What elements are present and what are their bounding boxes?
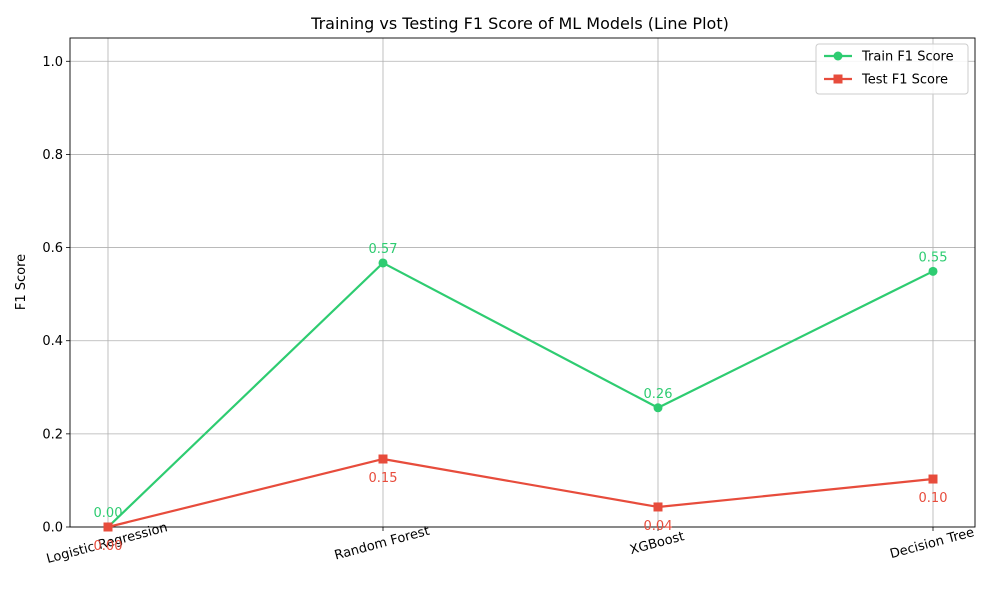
- x-tick-label: Decision Tree: [888, 525, 976, 562]
- legend-label: Train F1 Score: [861, 50, 954, 65]
- train-point: [928, 266, 938, 276]
- data-labels: 0.00 0.57 0.26 0.55 0.00 0.15 0.04 0.10: [94, 242, 948, 554]
- y-tick-label: 1.0: [42, 55, 63, 70]
- test-point: [103, 522, 113, 532]
- test-data-label: 0.10: [919, 491, 948, 506]
- y-axis-label: F1 Score: [14, 254, 29, 310]
- test-point: [653, 502, 663, 512]
- legend-box: [815, 43, 969, 95]
- x-tick-label: Random Forest: [333, 524, 431, 564]
- train-data-label: 0.55: [919, 250, 948, 265]
- series-line-test: [107, 457, 934, 529]
- y-tick-label: 0.0: [42, 521, 63, 536]
- train-data-label: 0.57: [369, 242, 398, 257]
- series-group: [103, 258, 938, 532]
- train-point: [653, 403, 663, 413]
- train-data-label: 0.26: [644, 387, 673, 402]
- test-data-label: 0.15: [369, 471, 398, 486]
- plot-frame: [69, 37, 976, 528]
- y-tick-label: 0.8: [42, 148, 63, 163]
- axes: Logistic Regression Random Forest XGBoost D…: [42, 37, 976, 567]
- legend-label: Test F1 Score: [861, 73, 948, 88]
- legend-marker: [833, 51, 843, 61]
- y-tick-label: 0.6: [42, 241, 63, 256]
- series-line-train: [107, 261, 934, 528]
- test-point: [928, 474, 938, 484]
- y-tick-label: 0.4: [42, 334, 63, 349]
- train-data-label: 0.00: [94, 506, 123, 521]
- y-tick-label: 0.2: [42, 427, 63, 442]
- test-data-label: 0.00: [94, 539, 123, 554]
- test-data-label: 0.04: [644, 519, 673, 534]
- legend: Train F1 Score Test F1 Score: [815, 43, 969, 95]
- test-point: [378, 454, 388, 464]
- train-point: [378, 258, 388, 268]
- legend-marker: [833, 74, 843, 84]
- grid: [70, 38, 975, 528]
- chart-title: Training vs Testing F1 Score of ML Model…: [310, 14, 729, 33]
